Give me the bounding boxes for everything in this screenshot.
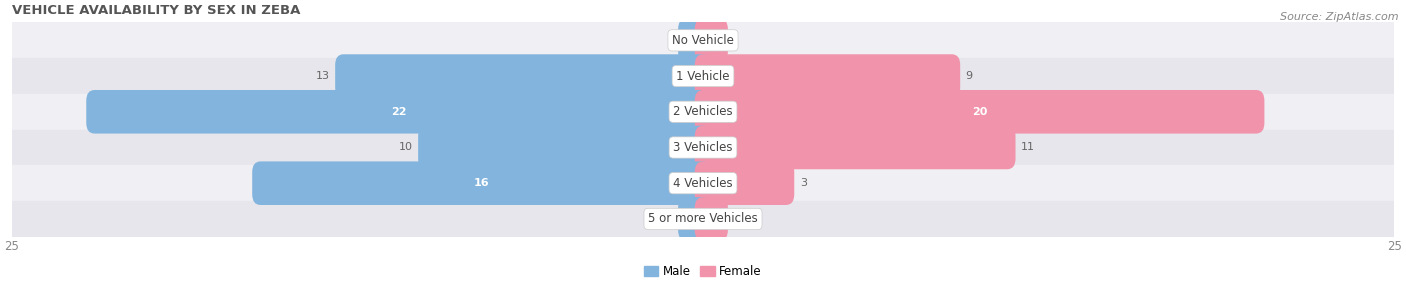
FancyBboxPatch shape: [86, 90, 711, 134]
FancyBboxPatch shape: [695, 19, 728, 62]
FancyBboxPatch shape: [695, 161, 794, 205]
FancyBboxPatch shape: [695, 54, 960, 98]
Text: 11: 11: [1021, 142, 1035, 152]
Text: 10: 10: [399, 142, 412, 152]
Text: 13: 13: [315, 71, 329, 81]
Text: 3: 3: [800, 178, 807, 188]
FancyBboxPatch shape: [695, 90, 1264, 134]
FancyBboxPatch shape: [678, 197, 711, 241]
Bar: [11, 165, 1395, 201]
Text: Source: ZipAtlas.com: Source: ZipAtlas.com: [1281, 12, 1399, 22]
Text: 9: 9: [966, 71, 973, 81]
Text: 0: 0: [671, 214, 678, 224]
Text: 3 Vehicles: 3 Vehicles: [673, 141, 733, 154]
Legend: Male, Female: Male, Female: [644, 265, 762, 278]
FancyBboxPatch shape: [335, 54, 711, 98]
Text: 4 Vehicles: 4 Vehicles: [673, 177, 733, 190]
Text: 5 or more Vehicles: 5 or more Vehicles: [648, 212, 758, 225]
Text: 22: 22: [391, 107, 406, 117]
FancyBboxPatch shape: [678, 19, 711, 62]
FancyBboxPatch shape: [252, 161, 711, 205]
Bar: [11, 130, 1395, 165]
FancyBboxPatch shape: [418, 126, 711, 169]
Bar: [11, 23, 1395, 58]
Text: 0: 0: [728, 214, 735, 224]
Text: 20: 20: [972, 107, 987, 117]
Text: 16: 16: [474, 178, 489, 188]
Bar: [11, 201, 1395, 237]
FancyBboxPatch shape: [695, 126, 1015, 169]
Text: 0: 0: [728, 35, 735, 45]
Text: 0: 0: [671, 35, 678, 45]
Text: VEHICLE AVAILABILITY BY SEX IN ZEBA: VEHICLE AVAILABILITY BY SEX IN ZEBA: [11, 4, 299, 17]
Text: 2 Vehicles: 2 Vehicles: [673, 105, 733, 118]
FancyBboxPatch shape: [695, 197, 728, 241]
Text: No Vehicle: No Vehicle: [672, 34, 734, 47]
Bar: [11, 94, 1395, 130]
Text: 1 Vehicle: 1 Vehicle: [676, 70, 730, 83]
Bar: [11, 58, 1395, 94]
